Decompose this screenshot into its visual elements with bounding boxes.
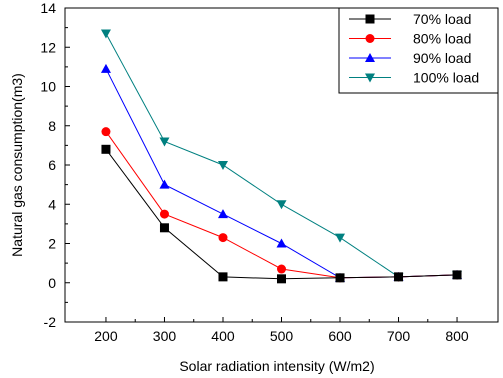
legend-label: 80% load bbox=[413, 31, 471, 47]
legend-marker bbox=[365, 73, 375, 83]
data-point bbox=[101, 144, 111, 154]
data-point bbox=[159, 223, 169, 233]
y-tick-label: 4 bbox=[48, 196, 56, 212]
legend-item: 80% load bbox=[349, 31, 471, 47]
data-point bbox=[277, 274, 286, 284]
x-tick-label: 600 bbox=[328, 328, 352, 344]
y-tick-label: 0 bbox=[48, 275, 56, 291]
data-point bbox=[217, 209, 228, 219]
data-point bbox=[159, 179, 170, 189]
legend-label: 90% load bbox=[413, 50, 471, 66]
data-point bbox=[335, 273, 345, 283]
data-point bbox=[277, 264, 286, 274]
legend-item: 70% load bbox=[349, 11, 471, 27]
x-tick-label: 200 bbox=[94, 328, 118, 344]
legend-marker bbox=[365, 53, 375, 62]
legend-item: 90% load bbox=[349, 50, 471, 66]
y-tick-label: 2 bbox=[48, 236, 56, 252]
series-layer bbox=[100, 29, 463, 284]
legend-marker bbox=[365, 14, 375, 24]
x-axis-title: Solar radiation intensity (W/m2) bbox=[179, 358, 374, 374]
data-point bbox=[101, 127, 111, 137]
legend-item: 100% load bbox=[349, 70, 479, 86]
y-axis-title: Natural gas consumption(m3) bbox=[9, 73, 25, 257]
y-tick-label: 6 bbox=[48, 157, 56, 173]
x-tick-label: 700 bbox=[387, 328, 411, 344]
data-point bbox=[100, 63, 111, 73]
x-tick-label: 500 bbox=[270, 328, 294, 344]
x-tick-label: 800 bbox=[445, 328, 469, 344]
y-tick-label: 10 bbox=[40, 79, 56, 95]
data-point bbox=[217, 161, 228, 170]
data-point bbox=[100, 29, 111, 39]
legend-marker bbox=[365, 34, 375, 43]
x-tick-label: 400 bbox=[211, 328, 235, 344]
y-tick-label: 14 bbox=[40, 0, 56, 16]
series-line bbox=[105, 149, 458, 280]
data-point bbox=[276, 200, 287, 210]
y-tick-label: 12 bbox=[40, 39, 56, 55]
legend-label: 70% load bbox=[413, 11, 471, 27]
y-tick-label: 8 bbox=[48, 118, 56, 134]
data-point bbox=[159, 137, 170, 147]
x-axis: 200 300 400 500 600 700 800 bbox=[94, 317, 469, 344]
data-point bbox=[159, 209, 169, 219]
y-tick-label: -2 bbox=[44, 314, 57, 330]
series-0 bbox=[101, 144, 462, 284]
legend-label: 100% load bbox=[413, 70, 479, 86]
x-tick-label: 300 bbox=[153, 328, 177, 344]
data-point bbox=[276, 238, 287, 248]
data-point bbox=[335, 233, 346, 243]
data-point bbox=[394, 272, 404, 282]
data-point bbox=[218, 272, 228, 282]
y-axis: -2 0 2 4 6 8 10 12 14 bbox=[40, 0, 70, 330]
data-point bbox=[452, 270, 462, 280]
data-point bbox=[218, 233, 228, 243]
series-2 bbox=[100, 63, 463, 282]
legend: 70% load 80% load 90% load 100% load bbox=[338, 7, 499, 94]
